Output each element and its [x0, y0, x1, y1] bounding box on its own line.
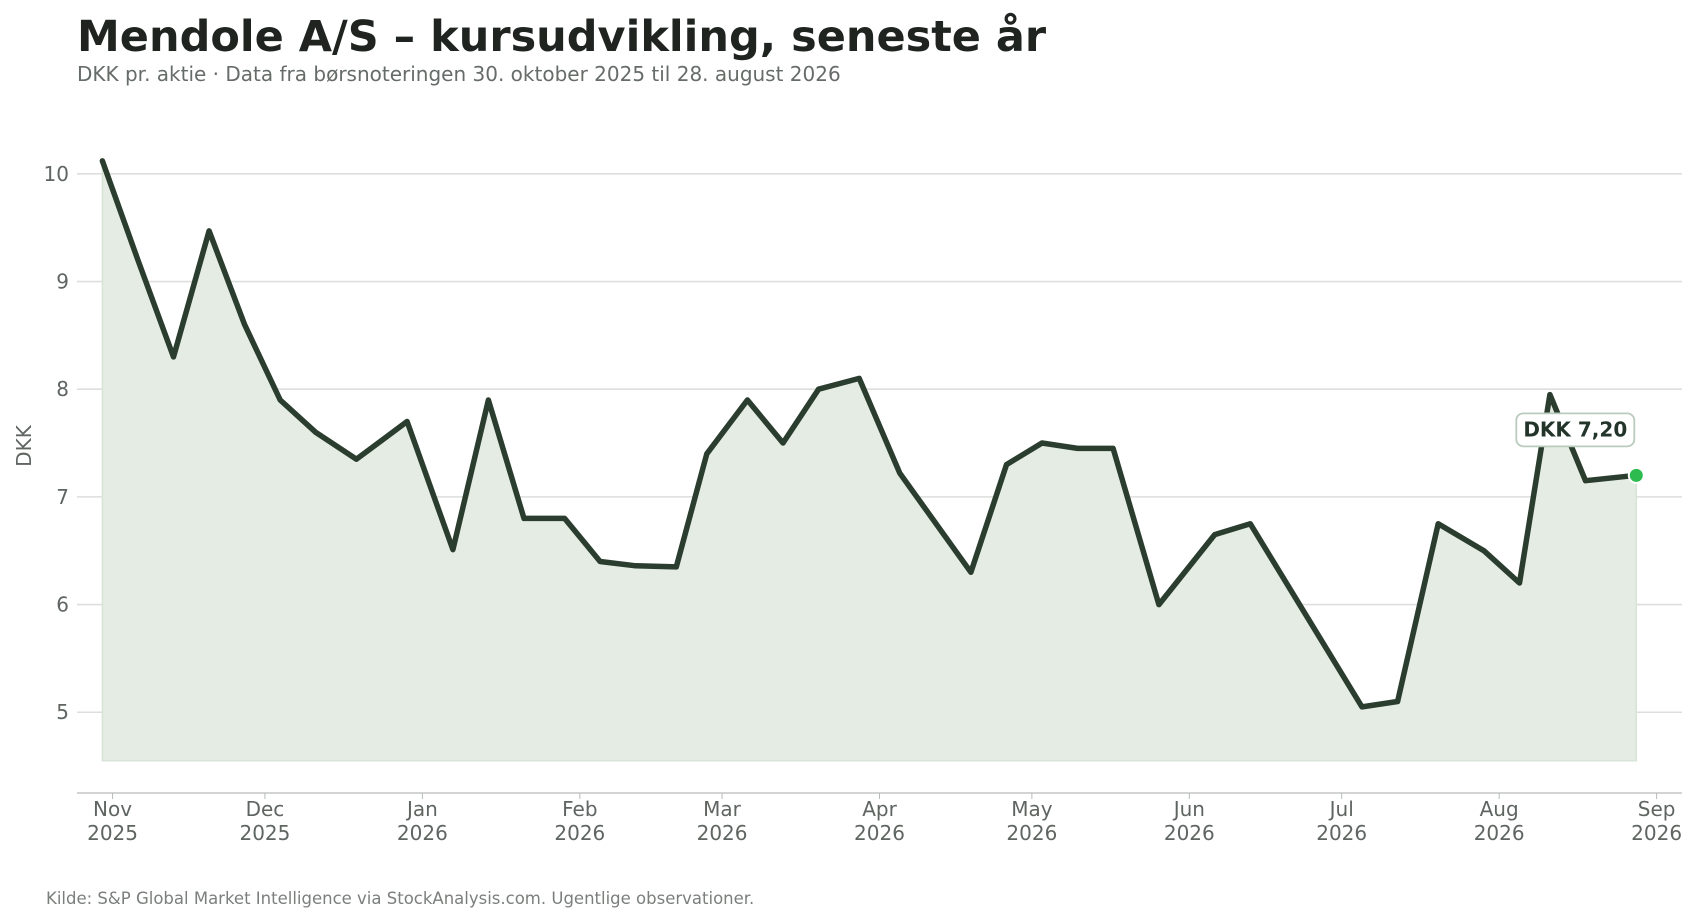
data-point	[562, 516, 567, 521]
data-point	[135, 257, 140, 262]
x-tick-month: May	[1011, 797, 1053, 821]
x-tick-year: 2026	[697, 821, 748, 845]
data-point	[1040, 441, 1045, 446]
data-point	[1517, 581, 1522, 586]
x-tick-month: Jan	[405, 797, 438, 821]
chart-subtitle: DKK pr. aktie · Data fra børsnoteringen …	[77, 62, 841, 86]
data-point	[1156, 602, 1161, 607]
data-point	[171, 354, 176, 359]
data-point	[745, 397, 750, 402]
data-point	[521, 516, 526, 521]
data-point	[1004, 462, 1009, 467]
x-tick-year: 2026	[397, 821, 448, 845]
data-point	[1304, 613, 1309, 618]
y-tick-label: 8	[56, 377, 69, 401]
y-axis-label: DKK	[12, 424, 36, 467]
x-tick-year: 2026	[854, 821, 905, 845]
y-tick-label: 6	[56, 593, 69, 617]
x-tick-month: Sep	[1638, 797, 1676, 821]
y-tick-label: 9	[56, 270, 69, 294]
data-point	[1395, 699, 1400, 704]
annotation-box	[1515, 412, 1636, 448]
x-tick-month: Jul	[1328, 797, 1354, 821]
data-point	[354, 457, 359, 462]
x-tick-year: 2026	[1006, 821, 1057, 845]
data-point	[100, 158, 105, 163]
data-point	[486, 397, 491, 402]
data-point	[278, 397, 283, 402]
source-note: Kilde: S&P Global Market Intelligence vi…	[46, 889, 755, 908]
data-point	[968, 570, 973, 575]
x-tick-month: Jun	[1172, 797, 1205, 821]
x-tick-month: Aug	[1480, 797, 1519, 821]
x-tick-year: 2026	[554, 821, 605, 845]
x-tick-year: 2026	[1474, 821, 1525, 845]
data-point	[1547, 392, 1552, 397]
last-price-marker	[1627, 466, 1645, 484]
data-point	[1111, 446, 1116, 451]
data-point	[816, 387, 821, 392]
x-tick-year: 2026	[1316, 821, 1367, 845]
data-point	[1075, 446, 1080, 451]
x-tick-month: Feb	[562, 797, 597, 821]
x-tick-month: Apr	[862, 797, 897, 821]
data-point	[450, 547, 455, 552]
data-point	[207, 228, 212, 233]
data-point	[674, 564, 679, 569]
data-point	[1360, 704, 1365, 709]
data-point	[405, 419, 410, 424]
data-point	[633, 563, 638, 568]
x-tick-year: 2025	[239, 821, 290, 845]
y-tick-label: 7	[56, 485, 69, 509]
annotation-label: DKK 7,20	[1523, 417, 1627, 441]
x-tick-month: Nov	[93, 797, 132, 821]
data-point	[897, 471, 902, 476]
y-axis-ticks: 5 6 7 8 9 10	[44, 162, 69, 724]
data-point	[598, 559, 603, 564]
x-tick-month: Dec	[246, 797, 285, 821]
data-point	[1436, 521, 1441, 526]
x-axis-ticks: Nov2025Dec2025Jan2026Feb2026Mar2026Apr20…	[87, 793, 1682, 845]
data-point	[242, 322, 247, 327]
data-point	[1583, 478, 1588, 483]
data-point	[704, 451, 709, 456]
data-point	[1481, 548, 1486, 553]
x-tick-year: 2026	[1631, 821, 1682, 845]
x-tick-year: 2025	[87, 821, 138, 845]
chart-title: Mendole A/S – kursudvikling, seneste år	[77, 12, 1047, 62]
y-tick-label: 5	[56, 700, 69, 724]
last-price-annotation: DKK 7,20	[1515, 412, 1645, 484]
x-tick-year: 2026	[1164, 821, 1215, 845]
data-points	[100, 158, 1639, 709]
y-tick-label: 10	[44, 162, 69, 186]
x-tick-month: Mar	[703, 797, 742, 821]
data-point	[1212, 532, 1217, 537]
data-point	[313, 430, 318, 435]
data-point	[1248, 521, 1253, 526]
data-point	[857, 376, 862, 381]
data-point	[780, 441, 785, 446]
